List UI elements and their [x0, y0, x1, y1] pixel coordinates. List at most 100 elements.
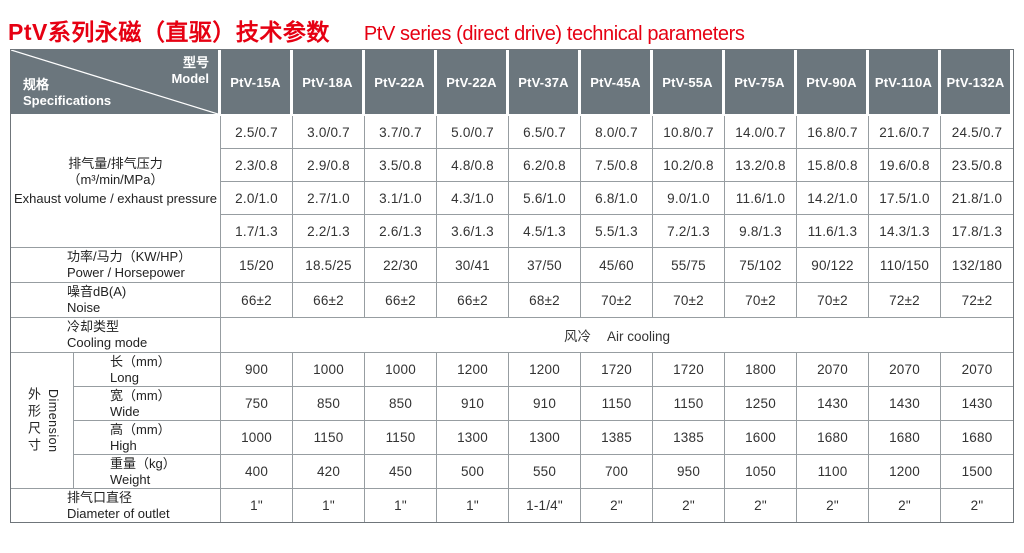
exhaust-label-en: Exhaust volume / exhaust pressure [13, 191, 218, 206]
table-cell: 1720 [653, 353, 725, 387]
table-cell: 5.5/1.3 [581, 215, 653, 248]
table-cell: 1600 [725, 421, 797, 455]
table-cell: 1250 [725, 387, 797, 421]
corner-model-zh: 型号 [182, 55, 209, 70]
exhaust-label-unit: （m³/min/MPa） [67, 172, 164, 187]
outlet-label-en: Diameter of outlet [67, 505, 170, 521]
row-label-exhaust: 排气量/排气压力 （m³/min/MPa） Exhaust volume / e… [11, 116, 221, 248]
table-cell: 2" [970, 498, 984, 513]
model-header: PtV-37A [509, 50, 581, 116]
corner-model-label: 型号 Model [171, 55, 209, 87]
table-cell: 72±2 [941, 283, 1013, 318]
cooling-label-en: Cooling mode [67, 335, 148, 350]
table-cell: 2.7/1.0 [293, 182, 365, 215]
table-cell: 1680 [869, 421, 941, 455]
table-cell: 2.9/0.8 [293, 149, 365, 182]
table-cell: 2.2/1.3 [293, 215, 365, 248]
table-cell: 1300 [509, 421, 581, 455]
corner-spec-zh: 规格 [23, 77, 50, 92]
table-cell: 750 [221, 387, 293, 421]
header-row: 型号 Model 规格 Specifications PtV-15A PtV-18… [11, 50, 1013, 116]
table-cell: 1200 [437, 353, 509, 387]
table-cell: 23.5/0.8 [941, 149, 1013, 182]
table-cell: 15.8/0.8 [797, 149, 869, 182]
cooling-row: 冷却类型 Cooling mode 风冷 Air cooling [11, 318, 1013, 353]
outlet-label-zh: 排气口直径 [67, 489, 133, 505]
row-label-wide: 宽（mm） Wide [74, 387, 221, 421]
table-cell: 1-1/4" [509, 489, 581, 522]
corner-cell: 型号 Model 规格 Specifications [11, 50, 221, 116]
table-cell: 1000 [293, 353, 365, 387]
table-cell: 66±2 [293, 283, 365, 318]
table-cell: 55/75 [653, 248, 725, 283]
table-cell: 1000 [365, 353, 437, 387]
table-cell: 1150 [293, 421, 365, 455]
table-cell: 14.2/1.0 [797, 182, 869, 215]
table-cell: 9.0/1.0 [653, 182, 725, 215]
corner-model-en: Model [171, 71, 209, 86]
table-cell: 11.6/1.3 [797, 215, 869, 248]
model-header: PtV-22A [365, 50, 437, 116]
table-cell: 3.0/0.7 [293, 116, 365, 149]
table-cell: 15/20 [221, 248, 293, 283]
table-cell: 1" [221, 489, 293, 522]
table-cell: 1385 [581, 421, 653, 455]
exhaust-row-0.8: 2.3/0.8 2.9/0.8 3.5/0.8 4.8/0.8 6.2/0.8 7.5/0… [11, 149, 1013, 182]
model-header: PtV-132A [941, 50, 1013, 116]
table-cell: 1800 [725, 353, 797, 387]
table-cell: 450 [365, 455, 437, 489]
table-cell: 66±2 [437, 283, 509, 318]
table-cell: 72±2 [869, 283, 941, 318]
model-header: PtV-45A [581, 50, 653, 116]
table-cell: 2" [797, 489, 869, 522]
table-cell: 1150 [653, 387, 725, 421]
page-title-en: PtV series (direct drive) technical para… [363, 23, 745, 45]
table-cell: 910 [437, 387, 509, 421]
dimension-row-high: 高（mm） High 1000 1150 1150 1300 1300 1385 1385 1… [11, 421, 1013, 455]
dimension-row-long: 外形尺寸 Dimension 长（mm） Long 900 1000 1000 120… [11, 353, 1013, 489]
table-cell: 2" [653, 489, 725, 522]
table-cell: 500 [437, 455, 509, 489]
table-cell: 4.8/0.8 [437, 149, 509, 182]
model-header: PtV-18A [293, 50, 365, 116]
table-cell: 1680 [941, 421, 1013, 455]
table-cell: 1385 [653, 421, 725, 455]
page-title: PtV系列永磁（直驱）技术参数 PtV series (direct drive… [0, 0, 1024, 49]
table-cell: 2.3/0.8 [221, 149, 293, 182]
model-header: PtV-15A [221, 50, 293, 116]
table-cell: 110/150 [869, 248, 941, 283]
table-cell: 1200 [509, 353, 581, 387]
table-cell: 4.3/1.0 [437, 182, 509, 215]
dimension-label-en: Dimension [46, 388, 60, 453]
corner-spec-label: 规格 Specifications [23, 77, 111, 109]
corner-spec-en: Specifications [23, 93, 112, 108]
table-cell: 19.6/0.8 [869, 149, 941, 182]
power-label-zh: 功率/马力（KW/HP） [67, 249, 192, 264]
table-cell: 2.5/0.7 [221, 116, 293, 149]
table-cell: 1" [365, 489, 437, 522]
model-header: PtV-22A [437, 50, 509, 116]
table-cell: 9.8/1.3 [725, 215, 797, 248]
table-cell: 700 [581, 455, 653, 489]
table-cell: 400 [221, 455, 293, 489]
table-cell: 6.5/0.7 [509, 116, 581, 149]
table-cell: 850 [293, 387, 365, 421]
table-cell: 45/60 [581, 248, 653, 283]
table-cell: 4.5/1.3 [509, 215, 581, 248]
table-cell: 14.0/0.7 [725, 116, 797, 149]
table-cell: 70±2 [725, 283, 797, 318]
table-cell: 70±2 [653, 283, 725, 318]
table-cell: 8.0/0.7 [581, 116, 653, 149]
exhaust-label-zh: 排气量/排气压力 [68, 156, 163, 171]
cooling-value-en: Air cooling [606, 329, 671, 344]
row-label-cooling: 冷却类型 Cooling mode [11, 318, 221, 353]
table-cell: 5.6/1.0 [509, 182, 581, 215]
table-cell: 1680 [797, 421, 869, 455]
cooling-value-zh: 风冷 [563, 329, 591, 344]
row-label-noise: 噪音dB(A) Noise [11, 283, 221, 318]
model-header: PtV-90A [797, 50, 869, 116]
power-row: 功率/马力（KW/HP） Power / Horsepower 15/20 18.… [11, 248, 1013, 283]
table-cell: 13.2/0.8 [725, 149, 797, 182]
dimension-group-label: 外形尺寸 Dimension [11, 353, 74, 489]
table-cell: 68±2 [509, 283, 581, 318]
